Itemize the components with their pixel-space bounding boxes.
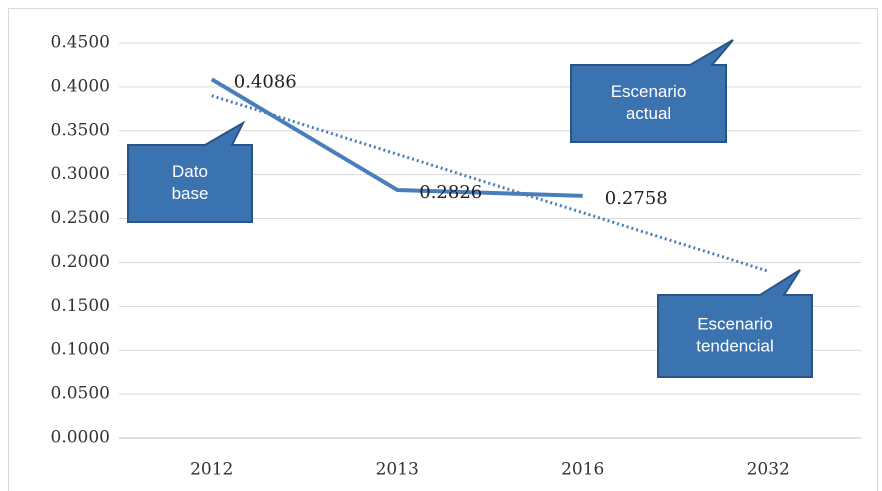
callout-text: Escenario [697,314,773,333]
x-tick-label: 2012 [190,460,233,480]
trend-line [211,94,769,273]
callout-text: Escenario [611,82,687,101]
y-tick-label: 0.2000 [51,252,110,272]
x-tick-label: 2013 [376,460,419,480]
chart-frame [8,8,878,491]
callout-text: tendencial [696,336,774,355]
y-tick-label: 0.1000 [51,340,110,360]
y-tick-label: 0.3500 [51,120,110,140]
callout-text: base [172,184,209,203]
data-label: 0.4086 [234,71,297,92]
x-tick-label: 2032 [747,460,790,480]
y-tick-label: 0.4500 [51,33,110,53]
callout: Escenario tendencial [657,269,813,378]
callout-text: Dato [172,162,208,181]
y-tick-label: 0.0000 [51,428,110,448]
data-line [210,77,583,198]
x-tick-label: 2016 [561,460,604,480]
callout: Escenario actual [570,39,734,143]
data-label: 0.2826 [419,182,482,203]
callout-text: actual [626,104,671,123]
callout: Dato base [127,120,253,223]
callout-shape [657,269,813,378]
y-tick-label: 0.0500 [51,384,110,404]
y-tick-label: 0.1500 [51,296,110,316]
data-label: 0.2758 [605,188,668,209]
y-tick-label: 0.3000 [51,164,110,184]
callout-shape [127,120,253,223]
y-tick-label: 0.4000 [51,76,110,96]
callout-shape [570,39,734,143]
y-tick-label: 0.2500 [51,208,110,228]
